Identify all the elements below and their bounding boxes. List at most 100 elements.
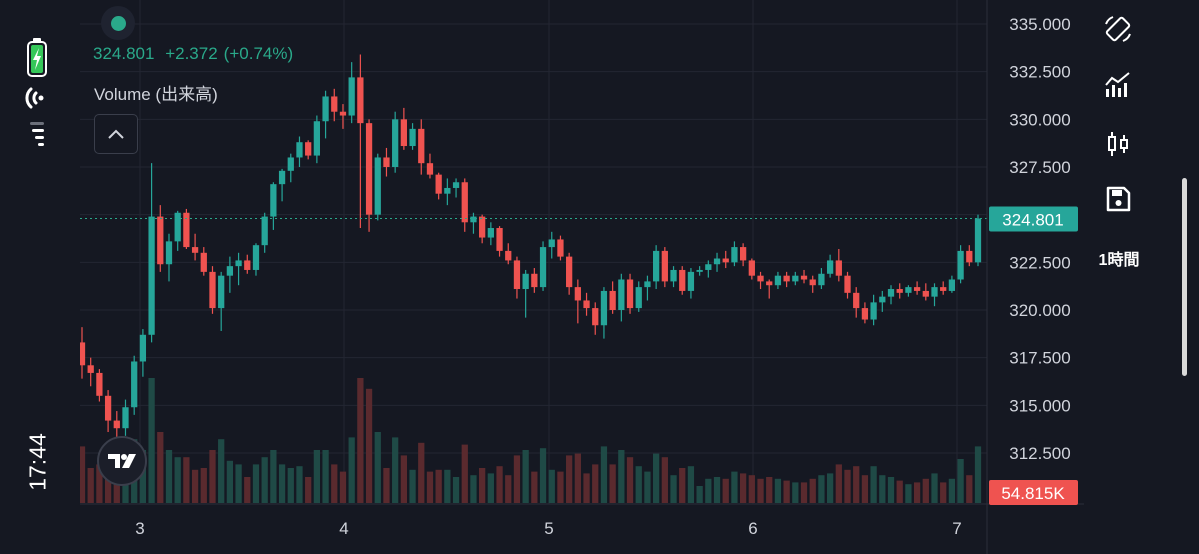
volume-bar	[200, 468, 207, 503]
volume-bar	[252, 464, 260, 503]
candle	[191, 233, 199, 261]
volume-bar	[191, 469, 199, 503]
candle	[96, 369, 103, 402]
candle	[357, 54, 364, 229]
volume-bar	[531, 471, 538, 503]
candle	[400, 107, 407, 150]
volume-bar	[870, 466, 877, 503]
time-axis[interactable]: 3 4 5 6 7	[135, 519, 961, 538]
candle	[913, 281, 921, 295]
volume-bar	[139, 450, 147, 503]
volume-bar	[348, 437, 355, 503]
candle	[531, 268, 538, 293]
volume-bar	[165, 450, 173, 503]
candles	[80, 54, 982, 438]
candle	[974, 214, 982, 267]
candle	[296, 136, 303, 167]
collapse-legend-button[interactable]	[94, 114, 138, 154]
candle	[818, 268, 825, 290]
price-tick-label: 322.500	[1009, 253, 1070, 272]
volume-bar	[974, 446, 982, 503]
candle	[418, 119, 425, 175]
battery-charging-icon	[27, 38, 47, 77]
candle	[348, 62, 355, 124]
interval-button[interactable]: 1時間	[1098, 252, 1140, 269]
volume-bar	[748, 475, 755, 503]
candle	[409, 123, 416, 150]
time-tick-label: 7	[952, 519, 961, 538]
volume-indicator-label[interactable]: Volume (出来高)	[94, 85, 218, 104]
volume-bar	[235, 464, 242, 503]
volume-bar	[792, 482, 799, 503]
rotate-screen-button[interactable]	[1100, 11, 1136, 47]
volume-bar	[592, 464, 599, 503]
chart-grid	[80, 0, 987, 504]
volume-bar	[148, 378, 155, 503]
candle	[626, 273, 634, 314]
volume-bar	[96, 464, 103, 503]
price-axis[interactable]: 335.000332.500330.000327.500325.000322.5…	[1009, 15, 1070, 463]
volume-bar	[209, 450, 216, 503]
candle	[305, 140, 312, 160]
price-tick-label: 312.500	[1009, 444, 1070, 463]
candle	[844, 271, 851, 299]
time-tick-label: 5	[544, 519, 553, 538]
volume-bar	[226, 460, 234, 503]
volume-bar	[452, 477, 460, 503]
candle	[879, 290, 886, 312]
volume-bar	[383, 468, 390, 503]
volume-bar	[270, 450, 277, 503]
volume-bar	[687, 466, 695, 503]
indicators-button[interactable]	[1100, 66, 1136, 102]
status-bar: 17:44	[0, 0, 80, 554]
save-button[interactable]	[1100, 181, 1136, 217]
volume-badge: 54.815K	[989, 480, 1078, 505]
candle	[252, 243, 260, 276]
volume-bar	[522, 450, 529, 503]
candle	[452, 178, 460, 198]
candle	[122, 399, 129, 436]
candle-type-button[interactable]	[1100, 126, 1136, 162]
candle	[313, 115, 321, 164]
candle	[644, 275, 651, 301]
volume-bar	[305, 477, 312, 503]
candle	[270, 182, 277, 230]
tradingview-logo[interactable]	[97, 436, 147, 486]
price-tick-label: 315.000	[1009, 396, 1070, 415]
volume-bar	[653, 453, 660, 503]
volume-bar	[322, 450, 329, 503]
rotate-screen-icon	[1105, 16, 1131, 42]
price-tick-label: 335.000	[1009, 15, 1070, 34]
volume-bar	[853, 466, 860, 503]
candle	[522, 269, 529, 318]
volume-bar	[400, 455, 407, 503]
volume-bar	[296, 466, 303, 503]
candle	[87, 357, 94, 387]
candle	[592, 302, 599, 335]
candle	[435, 172, 442, 200]
candle	[757, 271, 764, 290]
candle	[157, 205, 164, 272]
volume-value-label: 54.815K	[1001, 484, 1065, 503]
candle	[444, 178, 451, 206]
candlestick-chart[interactable]: 335.000332.500330.000327.500325.000322.5…	[80, 0, 1084, 554]
chevron-up-icon	[108, 129, 124, 139]
legend-toggle-button[interactable]	[101, 6, 135, 40]
volume-bar	[183, 457, 190, 503]
volume-bar	[80, 446, 86, 503]
candle	[322, 90, 329, 139]
volume-bar	[635, 466, 642, 503]
candle	[226, 256, 234, 293]
volume-bar	[287, 468, 294, 503]
volume-bar	[174, 457, 181, 503]
candle	[887, 285, 895, 305]
price-legend: 324.801 +2.372 (+0.74%)	[93, 44, 299, 64]
volume-bar	[757, 478, 764, 503]
scrollbar-thumb[interactable]	[1182, 178, 1187, 376]
volume-bar	[940, 482, 947, 503]
candle	[661, 247, 668, 288]
volume-bar	[583, 473, 590, 503]
volume-bar	[826, 473, 834, 503]
volume-bar	[626, 457, 634, 503]
chart-pane[interactable]: 335.000332.500330.000327.500325.000322.5…	[80, 0, 1084, 554]
